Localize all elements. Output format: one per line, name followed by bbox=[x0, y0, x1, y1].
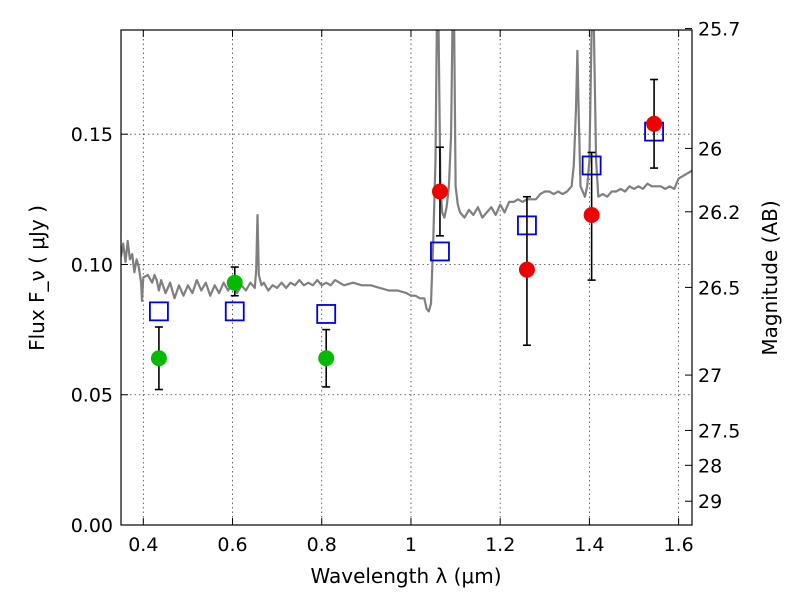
x-tick-label: 1 bbox=[405, 534, 417, 556]
y2-axis-title: Magnitude (AB) bbox=[758, 200, 782, 355]
plot-frame bbox=[120, 29, 693, 526]
observed-flux-point bbox=[318, 350, 335, 367]
observed-flux-point bbox=[518, 261, 535, 278]
x-tick-label: 1.6 bbox=[664, 534, 694, 556]
y-tick-label: 0.15 bbox=[71, 124, 113, 146]
plot-area bbox=[121, 30, 692, 391]
y2-tick-label: 26.5 bbox=[698, 277, 740, 299]
y2-tick-label: 27 bbox=[698, 365, 722, 387]
x-tick-label: 0.4 bbox=[128, 534, 158, 556]
y2-tick-label: 27.5 bbox=[698, 420, 740, 442]
model-flux-square bbox=[149, 301, 169, 322]
model-flux-square bbox=[316, 304, 337, 324]
x-tick-label: 1.4 bbox=[574, 534, 604, 556]
plot-background bbox=[121, 30, 692, 525]
y-tick-label: 0.05 bbox=[71, 385, 113, 407]
x-tick-label: 0.6 bbox=[217, 534, 247, 556]
observed-flux-point bbox=[150, 350, 167, 367]
observed-flux-point bbox=[431, 183, 448, 200]
observed-flux-point bbox=[646, 115, 663, 132]
x-tick-label: 1.2 bbox=[485, 534, 515, 556]
x-tick-label: 0.8 bbox=[307, 534, 337, 556]
model-spectrum-line bbox=[121, 30, 692, 313]
y2-tick-label: 28 bbox=[698, 455, 722, 477]
y2-tick-label: 29 bbox=[698, 491, 722, 513]
y2-tick-label: 26 bbox=[698, 138, 722, 160]
model-flux-square bbox=[430, 241, 450, 262]
y2-tick-label: 25.7 bbox=[698, 19, 740, 41]
observed-flux-point bbox=[583, 206, 600, 223]
y2-tick-label: 26.2 bbox=[698, 202, 740, 224]
y-tick-label: 0.00 bbox=[71, 515, 113, 537]
axes: 0.4 0.6 0.8 1 1.2 1.4 1.6 0.00 0.05 0.10 0.15 25.7 2… bbox=[71, 19, 741, 556]
model-flux-square bbox=[224, 301, 245, 322]
y-axis-title: Flux F_ν ( μJy ) bbox=[25, 205, 49, 351]
observed-flux-point bbox=[226, 274, 243, 291]
x-axis-title: Wavelength λ (μm) bbox=[310, 564, 501, 588]
y-tick-label: 0.10 bbox=[71, 254, 113, 276]
